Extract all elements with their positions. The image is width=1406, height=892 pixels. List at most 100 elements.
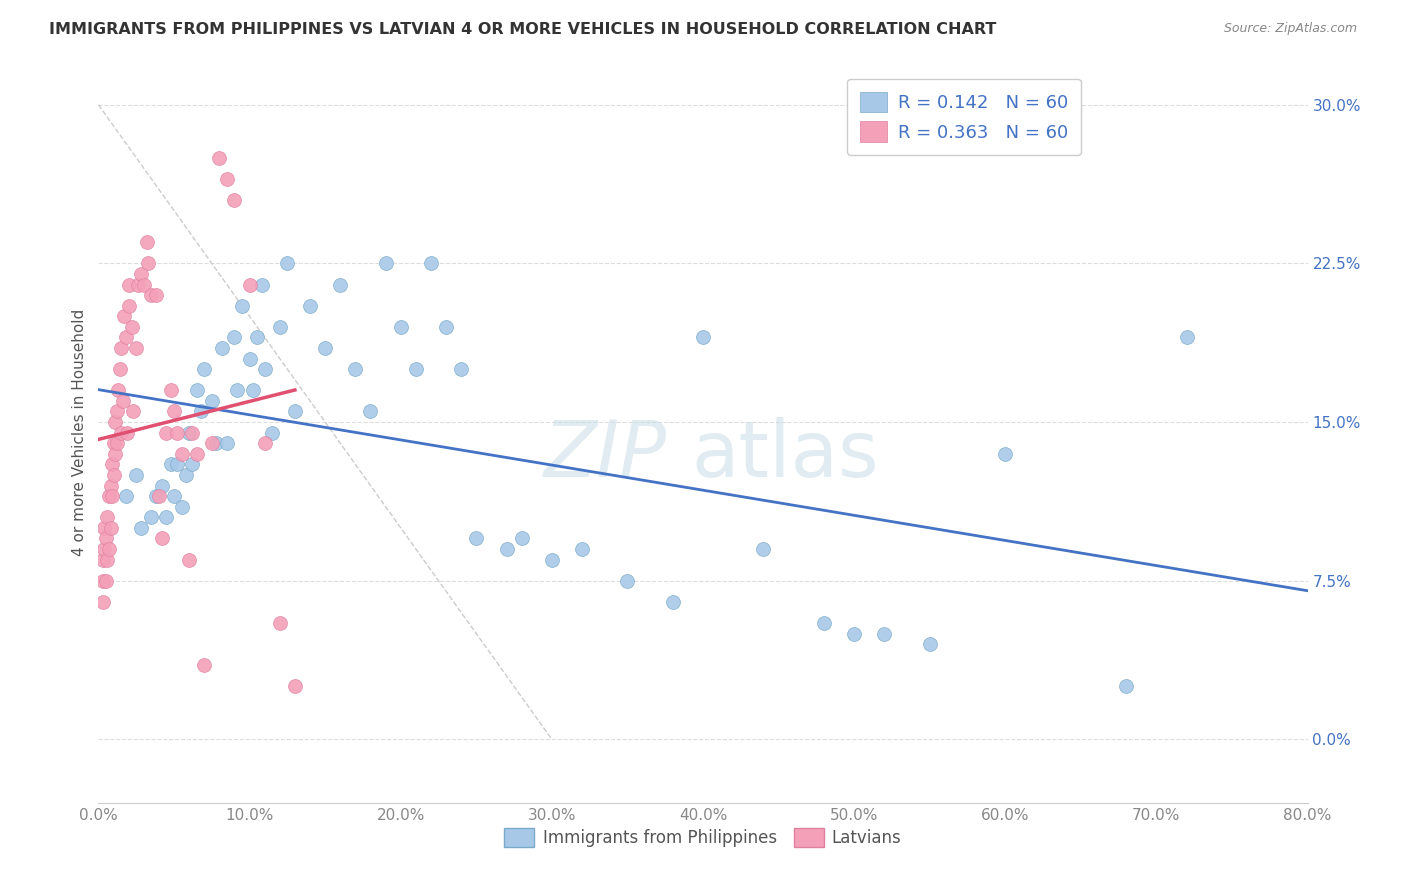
Point xyxy=(211,341,233,355)
Point xyxy=(873,626,896,640)
Point xyxy=(141,510,163,524)
Point xyxy=(93,521,115,535)
Point xyxy=(661,595,683,609)
Legend: Immigrants from Philippines, Latvians: Immigrants from Philippines, Latvians xyxy=(498,822,908,854)
Point xyxy=(145,489,167,503)
Point xyxy=(125,341,148,355)
Point xyxy=(112,310,135,324)
Point xyxy=(100,521,122,535)
Point xyxy=(262,425,284,440)
Point xyxy=(1115,680,1137,694)
Point xyxy=(103,467,125,482)
Point xyxy=(114,330,136,344)
Point xyxy=(107,384,129,398)
Point xyxy=(284,680,307,694)
Point xyxy=(127,277,149,292)
Point xyxy=(145,288,167,302)
Point xyxy=(495,541,517,556)
Point xyxy=(122,404,145,418)
Point xyxy=(94,532,117,546)
Point xyxy=(250,277,273,292)
Point xyxy=(994,447,1017,461)
Point xyxy=(110,425,132,440)
Point xyxy=(201,393,224,408)
Point xyxy=(91,595,114,609)
Point xyxy=(276,256,298,270)
Point xyxy=(246,330,269,344)
Point xyxy=(374,256,396,270)
Point xyxy=(105,436,128,450)
Point xyxy=(299,299,322,313)
Point xyxy=(160,458,183,472)
Point xyxy=(510,532,533,546)
Point xyxy=(813,615,835,630)
Point xyxy=(136,256,159,270)
Point xyxy=(150,532,173,546)
Point xyxy=(616,574,638,588)
Point xyxy=(115,425,138,440)
Point xyxy=(125,467,148,482)
Point xyxy=(269,615,291,630)
Point xyxy=(242,384,264,398)
Point xyxy=(91,552,114,566)
Point xyxy=(253,436,276,450)
Point xyxy=(205,436,228,450)
Point xyxy=(540,552,562,566)
Point xyxy=(98,541,121,556)
Point xyxy=(148,489,170,503)
Point xyxy=(389,319,412,334)
Point xyxy=(344,362,367,376)
Point xyxy=(170,500,193,514)
Point xyxy=(141,288,163,302)
Point xyxy=(150,478,173,492)
Point xyxy=(155,510,177,524)
Point xyxy=(132,277,155,292)
Point xyxy=(193,362,215,376)
Point xyxy=(111,393,134,408)
Point xyxy=(752,541,775,556)
Text: Source: ZipAtlas.com: Source: ZipAtlas.com xyxy=(1223,22,1357,36)
Point xyxy=(98,489,121,503)
Point xyxy=(226,384,249,398)
Point xyxy=(239,351,262,366)
Point xyxy=(163,489,186,503)
Point xyxy=(360,404,382,418)
Point xyxy=(174,467,197,482)
Point xyxy=(844,626,866,640)
Text: atlas: atlas xyxy=(690,417,879,493)
Point xyxy=(121,319,143,334)
Point xyxy=(239,277,262,292)
Text: IMMIGRANTS FROM PHILIPPINES VS LATVIAN 4 OR MORE VEHICLES IN HOUSEHOLD CORRELATI: IMMIGRANTS FROM PHILIPPINES VS LATVIAN 4… xyxy=(49,22,997,37)
Point xyxy=(253,362,276,376)
Point xyxy=(181,458,204,472)
Point xyxy=(215,171,238,186)
Point xyxy=(692,330,714,344)
Point xyxy=(190,404,212,418)
Point xyxy=(94,574,117,588)
Point xyxy=(208,151,231,165)
Point xyxy=(215,436,238,450)
Point xyxy=(129,521,152,535)
Point xyxy=(118,277,141,292)
Y-axis label: 4 or more Vehicles in Household: 4 or more Vehicles in Household xyxy=(72,309,87,557)
Point xyxy=(284,404,307,418)
Point xyxy=(101,458,124,472)
Point xyxy=(179,425,201,440)
Point xyxy=(101,489,124,503)
Point xyxy=(114,489,136,503)
Text: ZIP: ZIP xyxy=(544,417,666,493)
Point xyxy=(450,362,472,376)
Point xyxy=(91,574,114,588)
Point xyxy=(96,510,118,524)
Point xyxy=(193,658,215,673)
Point xyxy=(269,319,291,334)
Point xyxy=(224,330,246,344)
Point xyxy=(1175,330,1198,344)
Point xyxy=(181,425,204,440)
Point xyxy=(405,362,427,376)
Point xyxy=(93,541,115,556)
Point xyxy=(118,299,141,313)
Point xyxy=(465,532,488,546)
Point xyxy=(163,404,186,418)
Point xyxy=(186,447,208,461)
